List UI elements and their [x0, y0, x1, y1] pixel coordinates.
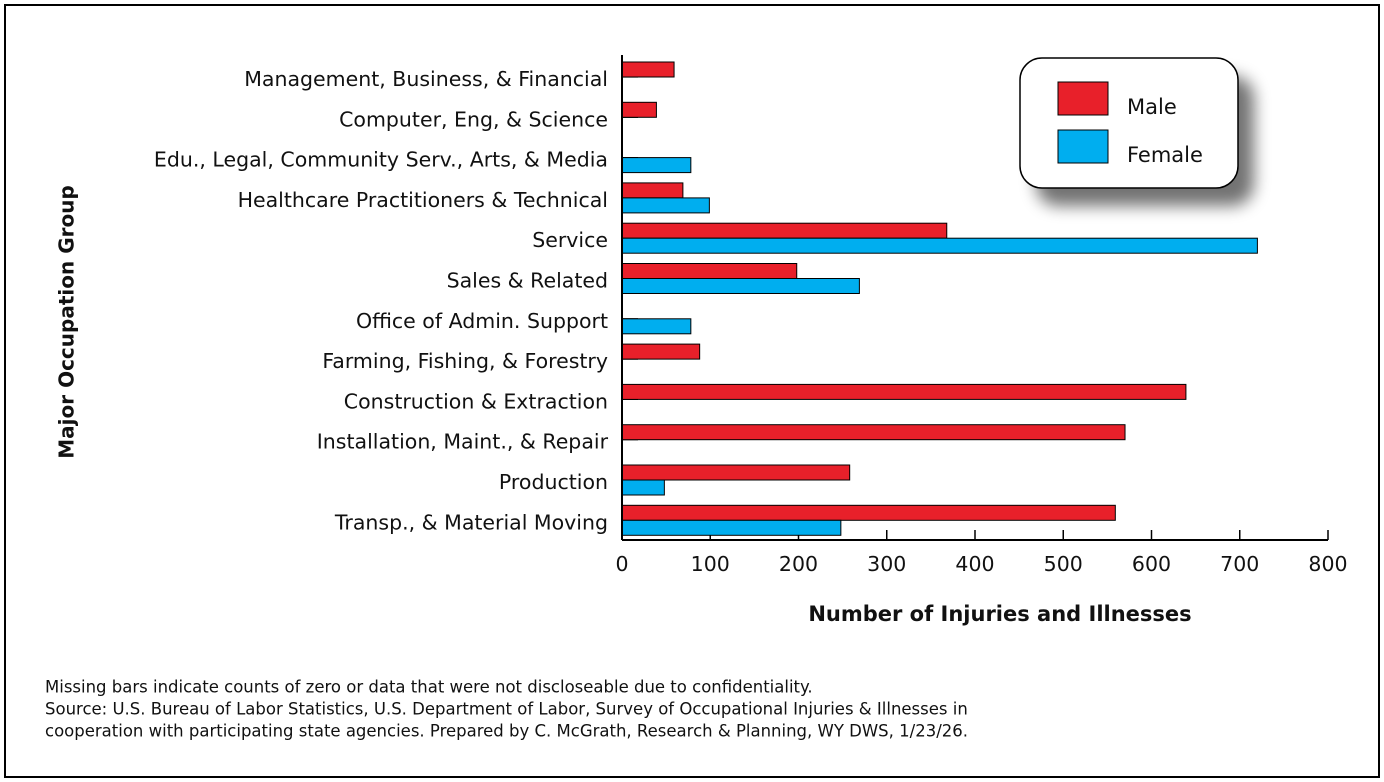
- legend-label: Female: [1127, 143, 1203, 167]
- bar: [621, 237, 1258, 254]
- legend: [1019, 57, 1239, 189]
- bar: [621, 101, 657, 118]
- y-tick-label: Healthcare Practitioners & Technical: [238, 188, 608, 212]
- x-tick-label: 200: [779, 552, 818, 576]
- x-tick-label: 300: [867, 552, 906, 576]
- y-tick-label: Service: [532, 228, 608, 252]
- x-tick-label: 100: [691, 552, 730, 576]
- y-tick-label: Office of Admin. Support: [356, 309, 608, 333]
- bar: [621, 197, 710, 214]
- x-axis-title: Number of Injuries and Illnesses: [808, 602, 1191, 626]
- y-axis-title: Major Occupation Group: [55, 185, 79, 459]
- note: Missing bars indicate counts of zero or …: [45, 678, 813, 697]
- bar: [621, 383, 1187, 400]
- bar: [621, 343, 701, 360]
- note: Source: U.S. Bureau of Labor Statistics,…: [45, 700, 968, 719]
- y-tick-label: Farming, Fishing, & Forestry: [322, 349, 608, 373]
- bar: [621, 157, 692, 174]
- bar: [621, 318, 692, 335]
- y-tick-label: Computer, Eng, & Science: [339, 107, 608, 131]
- legend-label: Male: [1127, 95, 1177, 119]
- y-tick-label: Transp., & Material Moving: [334, 510, 608, 534]
- y-tick-label: Construction & Extraction: [344, 389, 608, 413]
- bar: [621, 519, 842, 536]
- x-tick-label: 700: [1220, 552, 1259, 576]
- x-tick-label: 0: [615, 552, 628, 576]
- note: cooperation with participating state age…: [45, 722, 968, 741]
- bar: [621, 278, 860, 294]
- x-tick-label: 400: [955, 552, 994, 576]
- bar: [621, 424, 1126, 441]
- x-tick-label: 800: [1308, 552, 1347, 576]
- bar: [621, 61, 675, 78]
- bar: [621, 222, 948, 239]
- x-tick-label: 600: [1132, 552, 1171, 576]
- bar: [621, 263, 798, 279]
- y-tick-label: Management, Business, & Financial: [244, 67, 608, 91]
- x-tick-label: 500: [1044, 552, 1083, 576]
- bar: [621, 464, 851, 481]
- legend-swatch: [1057, 129, 1109, 164]
- legend-swatch: [1057, 81, 1109, 116]
- bar: [621, 182, 684, 199]
- y-tick-label: Edu., Legal, Community Serv., Arts, & Me…: [154, 148, 608, 172]
- y-tick-label: Sales & Related: [447, 269, 608, 293]
- y-tick-label: Production: [499, 470, 608, 494]
- bar: [621, 479, 665, 496]
- y-tick-label: Installation, Maint., & Repair: [317, 430, 609, 454]
- bar: [621, 504, 1116, 521]
